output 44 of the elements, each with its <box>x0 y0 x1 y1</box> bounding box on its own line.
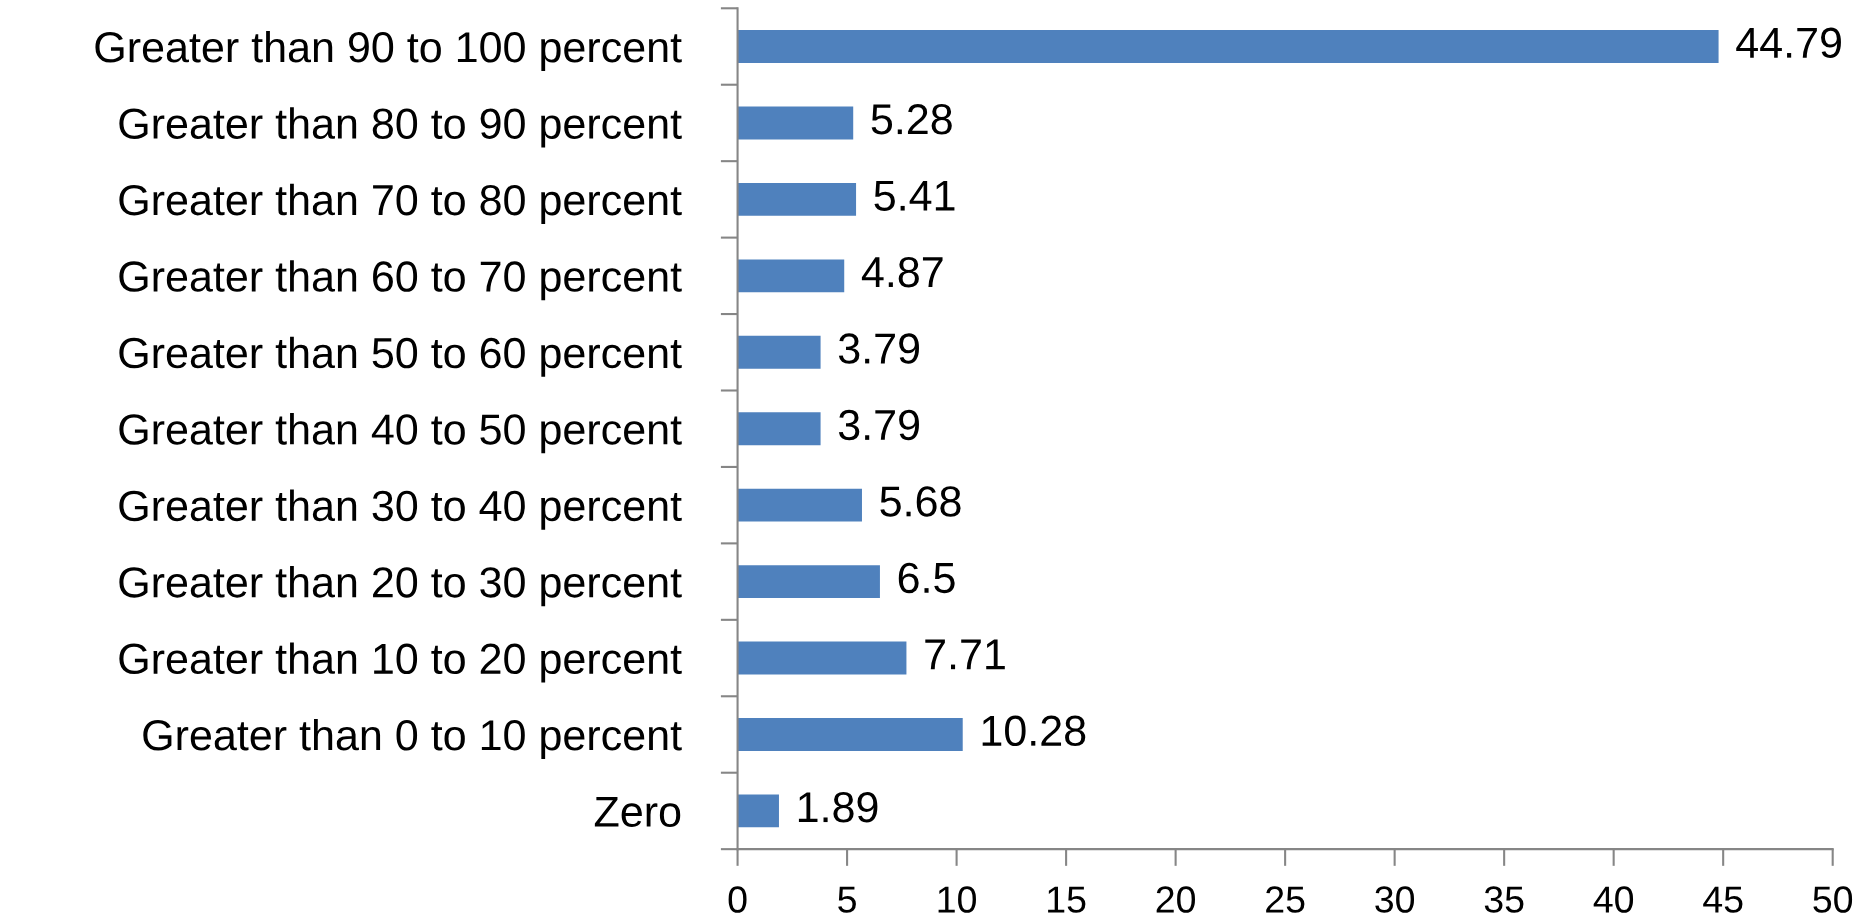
data-label: 3.79 <box>838 333 919 364</box>
bar <box>737 488 862 522</box>
y-tick-label: Greater than 80 to 90 percent <box>119 107 682 148</box>
x-tick-label: 0 <box>728 886 747 913</box>
x-tick-label: 5 <box>838 886 856 913</box>
y-tick-label: Greater than 40 to 50 percent <box>119 413 682 454</box>
data-label: 6.5 <box>898 562 955 594</box>
bar <box>737 259 845 293</box>
bar <box>737 641 907 675</box>
data-label: 44.79 <box>1736 27 1841 59</box>
data-label: 5.68 <box>880 486 961 517</box>
x-tick-label: 15 <box>1048 886 1086 913</box>
bar <box>737 106 854 140</box>
data-label: 4.87 <box>861 256 943 288</box>
bar <box>737 182 857 216</box>
data-label: 7.71 <box>925 639 1005 670</box>
y-tick-label: Greater than 10 to 20 percent <box>119 642 682 683</box>
bar <box>737 718 963 751</box>
x-tick-label: 40 <box>1593 886 1634 913</box>
data-label: 3.79 <box>838 409 919 441</box>
data-label: 1.89 <box>798 792 878 823</box>
y-tick-label: Greater than 0 to 10 percent <box>143 718 682 760</box>
bar <box>737 794 779 828</box>
y-tick-label: Greater than 20 to 30 percent <box>119 566 682 607</box>
x-tick-label: 10 <box>938 886 976 913</box>
y-tick-label: Zero <box>594 796 681 827</box>
data-label: 10.28 <box>982 715 1086 747</box>
bar <box>737 30 1719 63</box>
y-tick-label: Greater than 60 to 70 percent <box>119 260 682 301</box>
x-tick-label: 25 <box>1266 886 1305 913</box>
y-tick-label: Greater than 30 to 40 percent <box>119 489 682 530</box>
x-tick-label: 20 <box>1156 886 1196 913</box>
y-tick-label: Greater than 90 to 100 percent <box>95 30 682 72</box>
data-label: 5.41 <box>874 180 955 211</box>
bar <box>737 412 821 446</box>
x-tick-label: 35 <box>1484 886 1524 913</box>
x-tick-label: 30 <box>1375 886 1415 913</box>
bar <box>737 335 821 369</box>
bar <box>737 565 880 599</box>
data-label: 5.28 <box>871 104 952 135</box>
y-tick-label: Greater than 70 to 80 percent <box>119 183 682 224</box>
x-tick-label: 50 <box>1813 886 1853 913</box>
x-tick-label: 45 <box>1703 886 1743 913</box>
y-tick-label: Greater than 50 to 60 percent <box>119 336 682 377</box>
